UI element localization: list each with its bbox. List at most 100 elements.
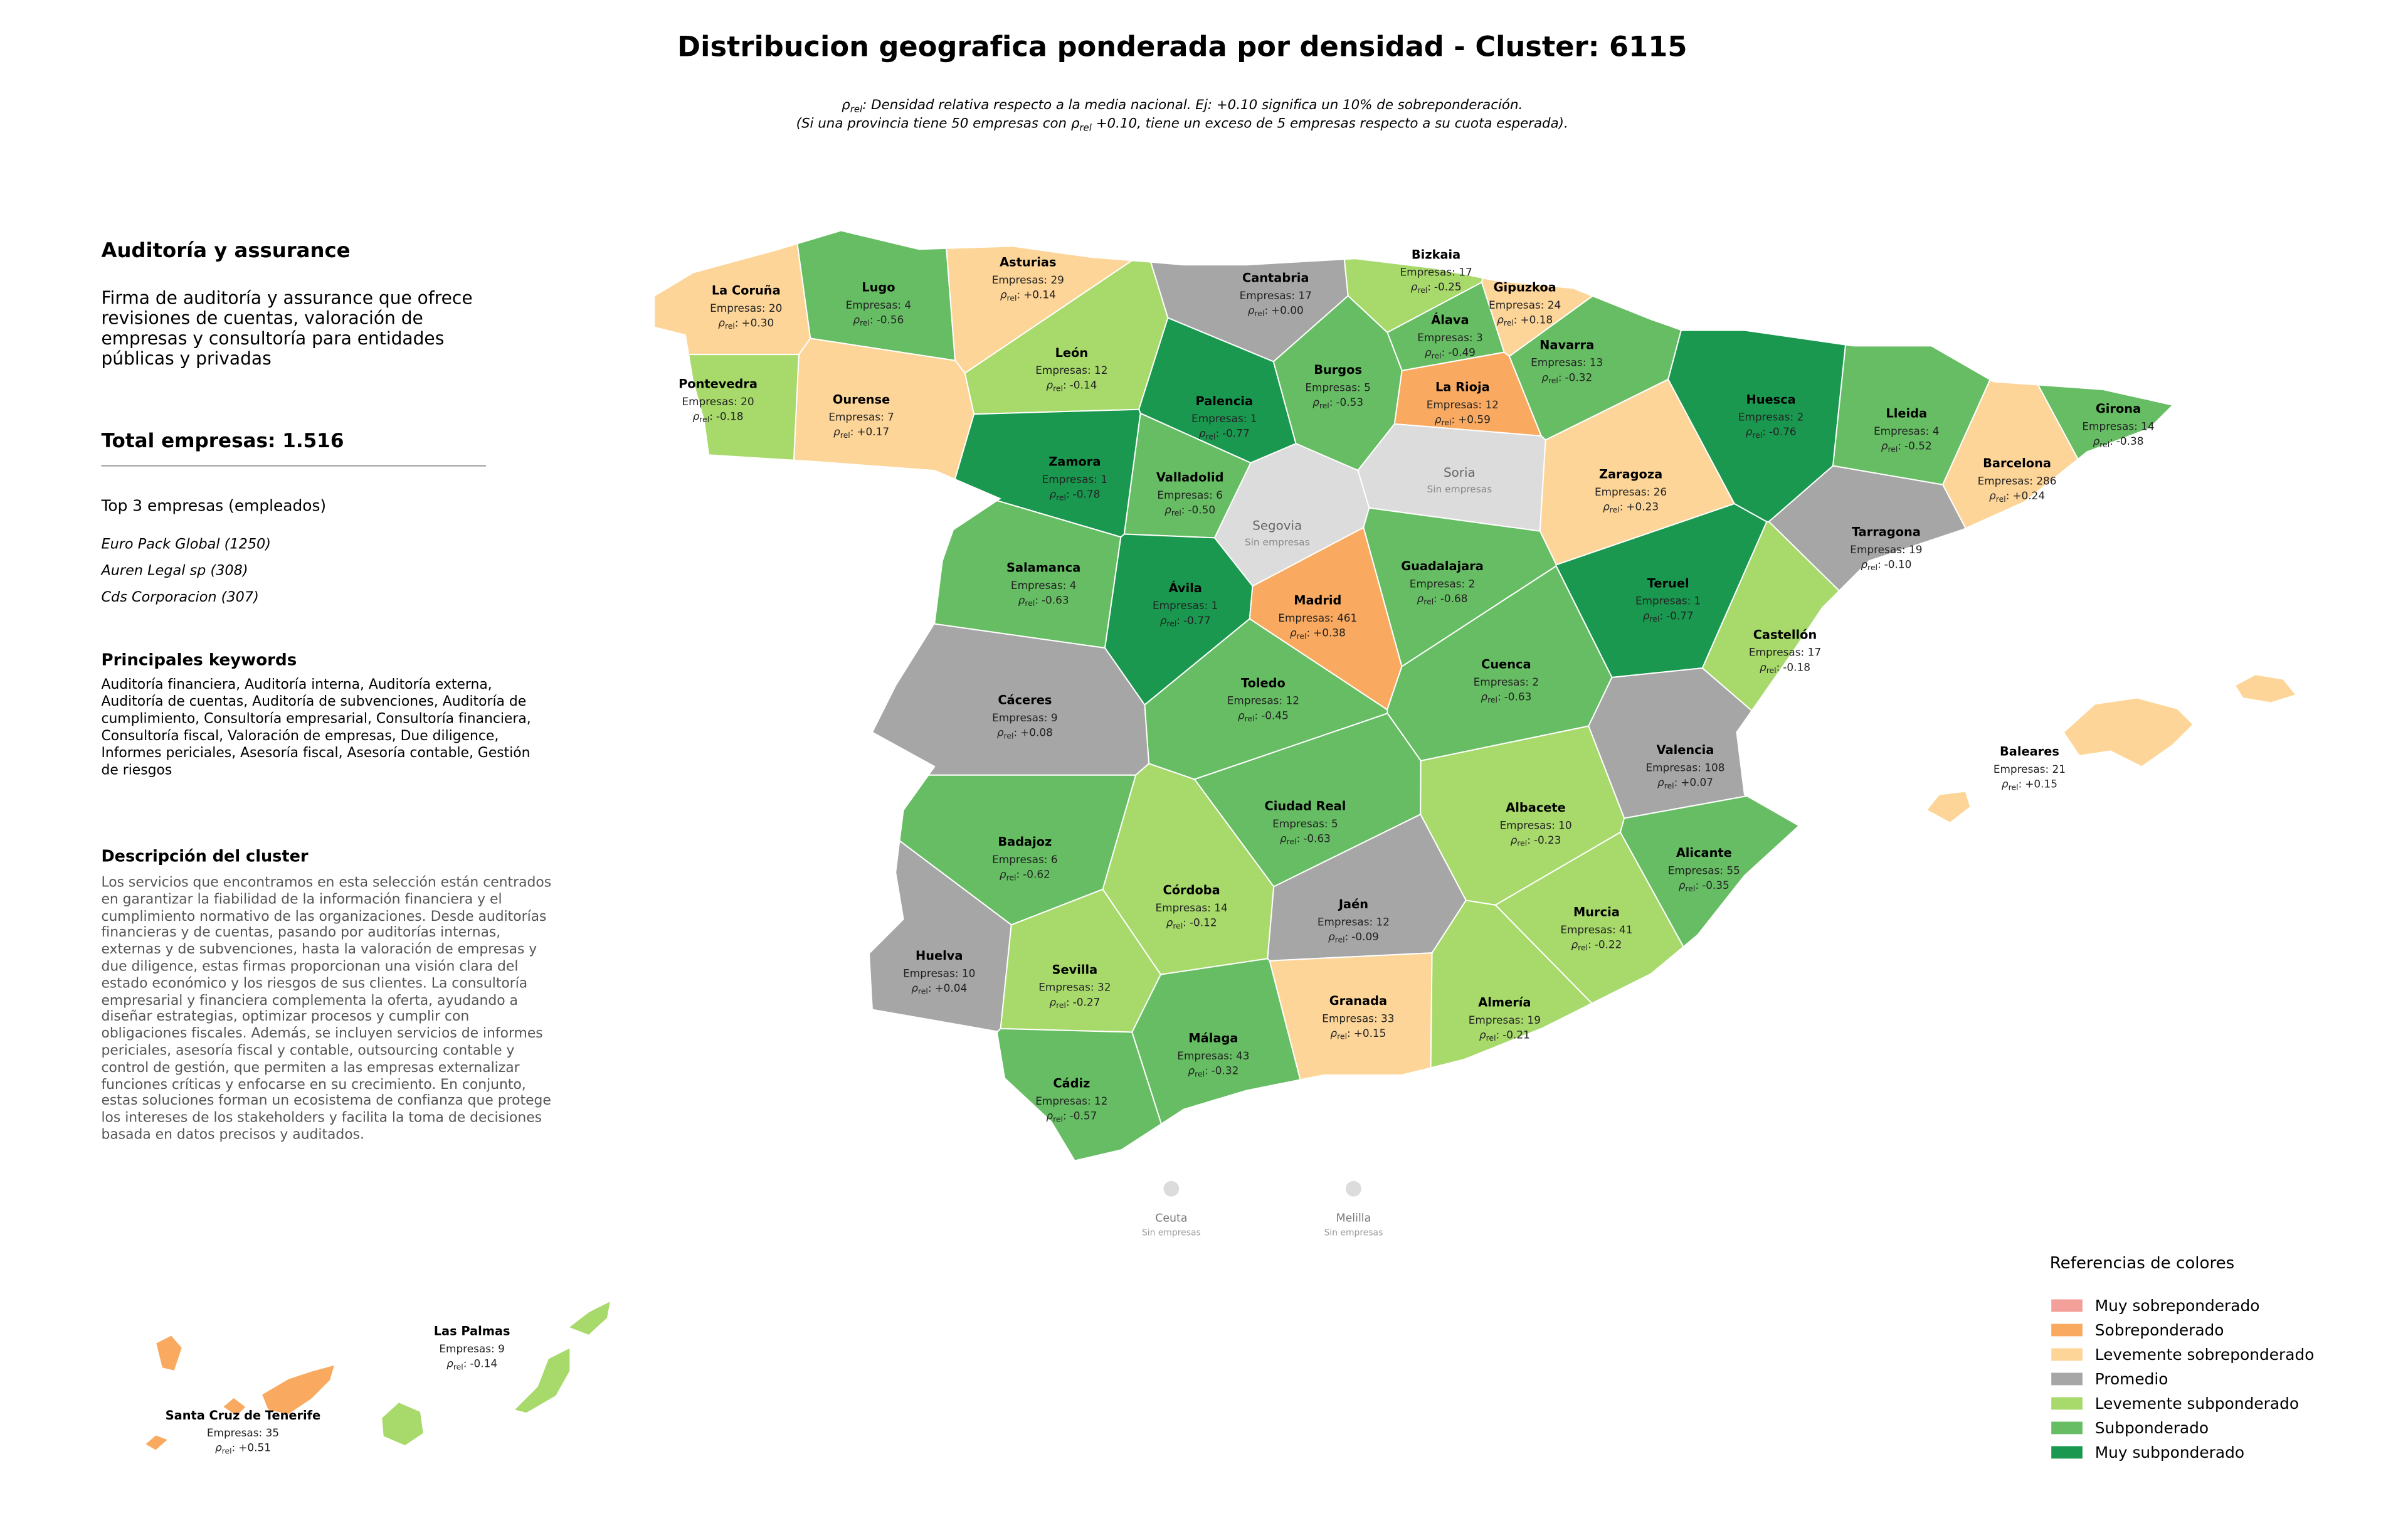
rho-symbol: ρ <box>853 313 860 326</box>
province-rho: ρrel: -0.18 <box>693 410 744 424</box>
rho-sep: : <box>1329 396 1333 408</box>
province-rho: ρrel: +0.08 <box>997 726 1053 741</box>
province-name: La Coruña <box>712 283 781 297</box>
province-shape <box>793 337 975 488</box>
rho-symbol: ρ <box>1481 690 1487 703</box>
province-name: Bizkaia <box>1412 247 1460 262</box>
province-rho: ρrel: -0.52 <box>1881 440 1932 454</box>
province-count: Empresas: 286 <box>1978 474 2057 487</box>
province-count: Empresas: 19 <box>1469 1014 1541 1026</box>
province-count: Empresas: 17 <box>1240 289 1312 302</box>
province-name: Guadalajara <box>1401 559 1484 573</box>
rho-symbol: ρ <box>1188 1064 1195 1077</box>
rho-symbol: ρ <box>693 410 700 422</box>
province-count: Empresas: 2 <box>1738 411 1803 423</box>
province-name: Tarragona <box>1852 524 1921 539</box>
province-rho: ρrel: -0.57 <box>1046 1110 1097 1124</box>
rho-value: -0.21 <box>1502 1028 1530 1041</box>
province-name: Lugo <box>862 280 895 294</box>
rho-value: +0.04 <box>935 982 968 994</box>
rho-value: +0.23 <box>1626 500 1659 512</box>
panel-title: Auditoría y assurance <box>101 240 351 263</box>
rho-value: +0.15 <box>1354 1027 1386 1039</box>
province-count: Empresas: 12 <box>1227 694 1299 707</box>
rho-value: -0.32 <box>1565 371 1593 383</box>
island-shape <box>513 1347 571 1414</box>
rho-sep: : <box>1588 938 1592 950</box>
rho-sep: : <box>1063 1110 1067 1122</box>
legend-swatch <box>2051 1324 2083 1337</box>
province-count: Empresas: 43 <box>1177 1049 1249 1062</box>
province-count: Empresas: 6 <box>1157 489 1222 501</box>
province-count: Empresas: 13 <box>1531 356 1603 369</box>
province-name: Ciudad Real <box>1265 799 1346 814</box>
subtitle: (Si una provincia tiene 50 empresas con … <box>796 116 1568 134</box>
rho-sub: rel <box>1335 935 1345 945</box>
top-item: Auren Legal sp (308) <box>101 564 248 580</box>
province-shape <box>1430 899 1593 1069</box>
province-count: Empresas: 1 <box>1635 595 1701 607</box>
legend-label: Subponderado <box>2095 1419 2209 1437</box>
province-rho: ρrel: +0.14 <box>1000 289 1056 303</box>
rho-value: -0.14 <box>470 1357 497 1370</box>
rho-value: -0.23 <box>1534 834 1561 846</box>
province-name: Las Palmas <box>434 1324 510 1339</box>
rho-symbol: ρ <box>2002 778 2009 790</box>
rho-value: -0.22 <box>1595 938 1622 950</box>
province-shape <box>1701 521 1840 712</box>
province-rho: ρrel: +0.59 <box>1435 413 1491 427</box>
province-name: Soria <box>1444 465 1476 480</box>
province-rho: ρrel: +0.07 <box>1657 776 1713 790</box>
province-name: Teruel <box>1647 576 1689 590</box>
rho-value: +0.15 <box>2025 778 2057 790</box>
province-name: Castellón <box>1753 627 1817 642</box>
rho-symbol: ρ <box>1435 413 1442 425</box>
province-count: Empresas: 12 <box>1318 915 1390 928</box>
city-marker <box>1346 1180 1361 1197</box>
province-count: Empresas: 41 <box>1560 923 1632 936</box>
total: Total empresas: 1.516 <box>101 428 344 452</box>
rho-sep: : <box>1558 371 1562 383</box>
island-shape <box>2234 674 2297 703</box>
province-name: Salamanca <box>1006 561 1080 575</box>
rho-sep: : <box>1695 879 1699 891</box>
rho-symbol: ρ <box>1166 916 1173 929</box>
province-rho: ρrel: -0.63 <box>1481 690 1531 704</box>
rho-sep: : <box>1017 289 1020 301</box>
legend-swatch <box>2051 1397 2083 1410</box>
province-count: Empresas: 33 <box>1322 1012 1394 1024</box>
province-rho: ρrel: -0.38 <box>2093 435 2144 449</box>
island-shape <box>221 1397 247 1417</box>
rho-sub: rel <box>1171 508 1181 517</box>
rho-sub: rel <box>1867 563 1877 572</box>
rho-symbol: ρ <box>1328 930 1335 943</box>
rho-symbol: ρ <box>1238 709 1245 721</box>
province-rho: ρrel: -0.10 <box>1861 558 1911 572</box>
rho-sub: rel <box>840 430 850 440</box>
rho-sep: : <box>1898 440 1901 452</box>
province-rho: ρrel: -0.53 <box>1312 396 1363 410</box>
province-count: Empresas: 26 <box>1595 485 1667 498</box>
province-rho: ρrel: +0.04 <box>911 982 967 996</box>
province-rho: ρrel: -0.45 <box>1238 709 1289 723</box>
rho-sub: rel <box>1686 884 1696 893</box>
rho-symbol: ρ <box>1657 776 1664 788</box>
rho-value: -0.25 <box>1434 280 1462 293</box>
province-name: Madrid <box>1294 593 1341 608</box>
rho-sep: : <box>1066 995 1070 1008</box>
island-shape <box>261 1364 336 1416</box>
rho-sep: : <box>1514 313 1518 326</box>
rho-sep: : <box>1527 834 1531 846</box>
rho-sub: rel <box>1486 1033 1496 1043</box>
province-name: Pontevedra <box>679 376 758 391</box>
rho-value: -0.77 <box>1222 427 1250 440</box>
rho-value: -0.63 <box>1042 593 1069 606</box>
rho-symbol: ρ <box>1643 609 1650 622</box>
top-item: Cds Corporacion (307) <box>101 590 259 607</box>
rho-symbol: ρ <box>1018 593 1025 606</box>
province-rho: ρrel: -0.62 <box>1000 868 1050 883</box>
panel-description: Firma de auditoría y assurance que ofrec… <box>101 288 473 369</box>
rho-symbol: ρ <box>1417 592 1424 605</box>
rho-symbol: ρ <box>446 1357 453 1370</box>
